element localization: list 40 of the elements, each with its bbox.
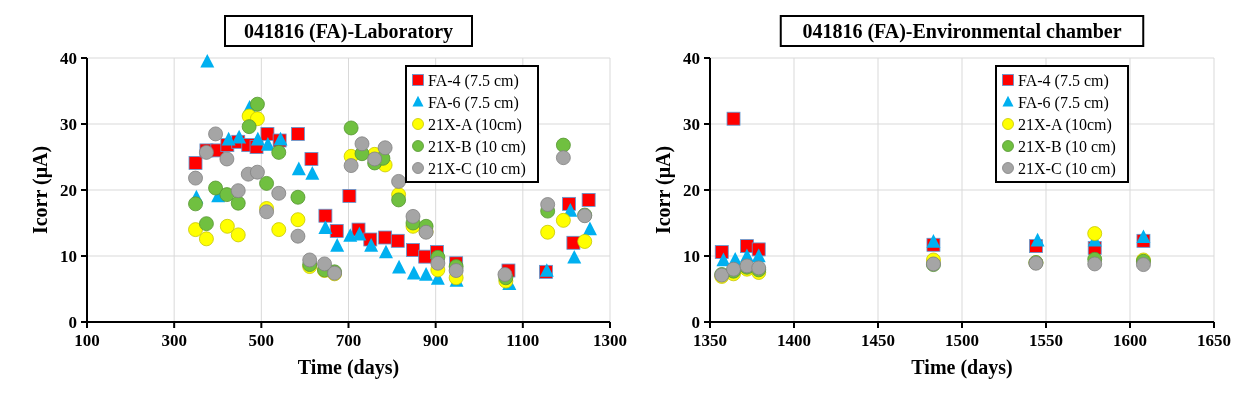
chart-title: 041816 (FA)-Laboratory [243, 20, 454, 43]
x-tick-label: 1600 [1113, 331, 1147, 350]
legend-label: FA-6 (7.5 cm) [1018, 94, 1109, 112]
y-tick-label: 0 [691, 313, 700, 332]
legend-label: FA-6 (7.5 cm) [428, 94, 519, 112]
x-tick-label: 1650 [1197, 331, 1231, 350]
y-tick-label: 20 [60, 181, 77, 200]
x-tick-label: 1100 [506, 331, 540, 350]
x-tick-label: 900 [422, 331, 449, 350]
x-tick-label: 1300 [593, 331, 627, 350]
legend-label: 21X-C (10 cm) [428, 160, 526, 178]
legend-label: 21X-B (10 cm) [1018, 138, 1116, 156]
x-tick-label: 1450 [861, 331, 895, 350]
x-axis-title: Time (days) [911, 356, 1013, 379]
x-tick-label: 700 [335, 331, 362, 350]
x-tick-label: 500 [248, 331, 275, 350]
y-tick-label: 30 [683, 115, 700, 134]
y-tick-label: 10 [683, 247, 700, 266]
legend-label: FA-4 (7.5 cm) [428, 72, 519, 90]
y-tick-label: 30 [60, 115, 77, 134]
legend-label: 21X-A (10cm) [428, 116, 522, 134]
legend-label: 21X-C (10 cm) [1018, 160, 1116, 178]
y-tick-label: 0 [68, 313, 77, 332]
x-tick-label: 100 [74, 331, 100, 350]
x-tick-label: 1500 [945, 331, 979, 350]
y-tick-label: 10 [60, 247, 77, 266]
x-tick-label: 1550 [1029, 331, 1063, 350]
x-tick-label: 1400 [777, 331, 811, 350]
y-axis-title: Icorr (μA) [29, 145, 52, 235]
x-tick-label: 1350 [693, 331, 727, 350]
x-axis-title: Time (days) [297, 356, 400, 379]
x-tick-label: 300 [161, 331, 187, 350]
y-axis-title: Icorr (μA) [652, 145, 675, 235]
legend-label: 21X-B (10 cm) [428, 138, 526, 156]
legend-label: FA-4 (7.5 cm) [1018, 72, 1109, 90]
y-tick-label: 40 [683, 49, 700, 68]
legend-label: 21X-A (10cm) [1018, 116, 1112, 134]
chart-title: 041816 (FA)-Environmental chamber [802, 20, 1122, 43]
y-tick-label: 40 [60, 49, 77, 68]
y-tick-label: 20 [683, 181, 700, 200]
